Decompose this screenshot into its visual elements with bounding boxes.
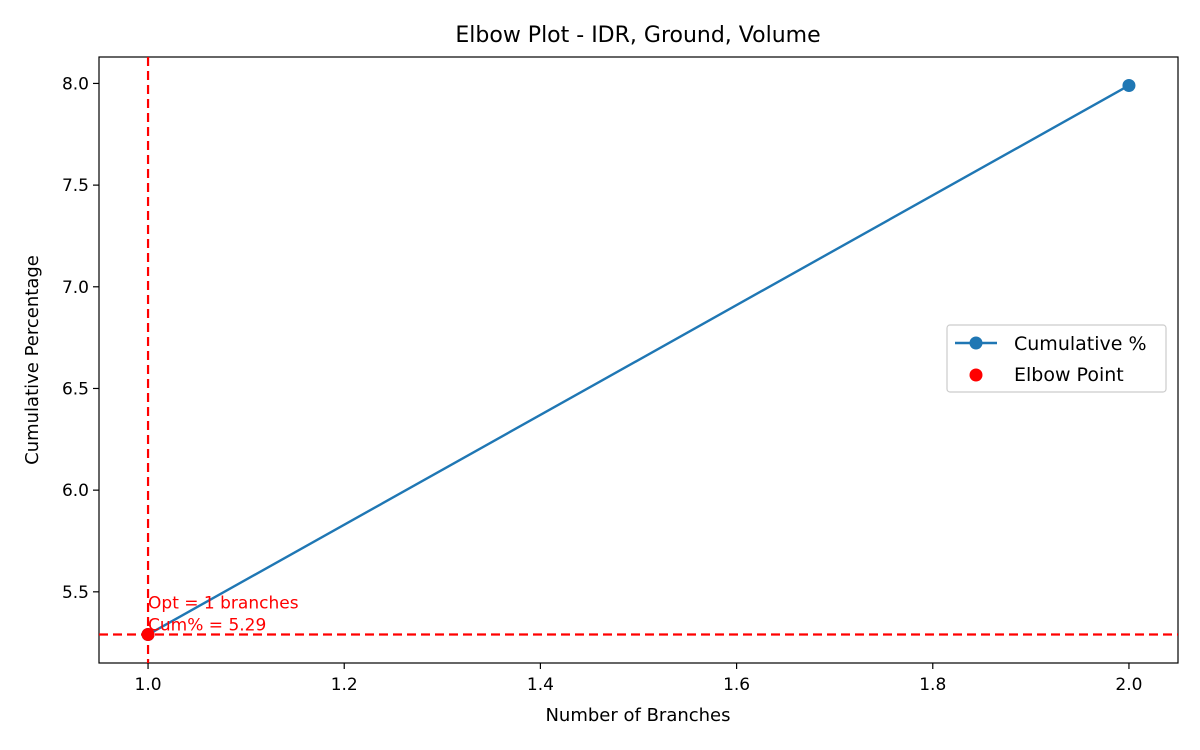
x-tick-label: 1.4: [527, 675, 554, 695]
x-axis-label: Number of Branches: [545, 705, 730, 726]
y-tick-label: 7.0: [62, 278, 89, 298]
elbow-annotation-cum: Cum% = 5.29: [148, 616, 266, 636]
plot-area: [98, 56, 1179, 664]
x-tick-label: 2.0: [1115, 675, 1142, 695]
x-tick-label: 1.8: [919, 675, 946, 695]
y-tick-label: 5.5: [62, 583, 89, 603]
series-line-cumulative: [147, 84, 1130, 636]
x-tick-label: 1.0: [135, 675, 162, 695]
legend-label-cumulative: Cumulative %: [1014, 333, 1147, 355]
x-tick-label: 1.2: [331, 675, 358, 695]
elbow-annotation-opt: Opt = 1 branches: [148, 594, 299, 614]
y-axis-label: Cumulative Percentage: [22, 255, 43, 465]
legend: Cumulative % Elbow Point: [946, 324, 1167, 393]
y-tick-label: 6.5: [62, 379, 89, 399]
y-tick-label: 7.5: [62, 176, 89, 196]
legend-marker-icon: [969, 336, 983, 350]
chart-title: Elbow Plot - IDR, Ground, Volume: [455, 23, 820, 48]
elbow-point-marker: [141, 628, 155, 642]
x-axis-ticks: 1.0 1.2 1.4 1.6 1.8 2.0: [135, 663, 1142, 695]
series-point: [1122, 78, 1136, 92]
y-tick-label: 8.0: [62, 74, 89, 94]
legend-box: [946, 324, 1167, 393]
x-tick-label: 1.6: [723, 675, 750, 695]
legend-label-elbow: Elbow Point: [1014, 364, 1124, 386]
y-axis-ticks: 5.5 6.0 6.5 7.0 7.5 8.0: [62, 74, 99, 603]
legend-elbow-icon: [969, 368, 983, 382]
y-tick-label: 6.0: [62, 481, 89, 501]
